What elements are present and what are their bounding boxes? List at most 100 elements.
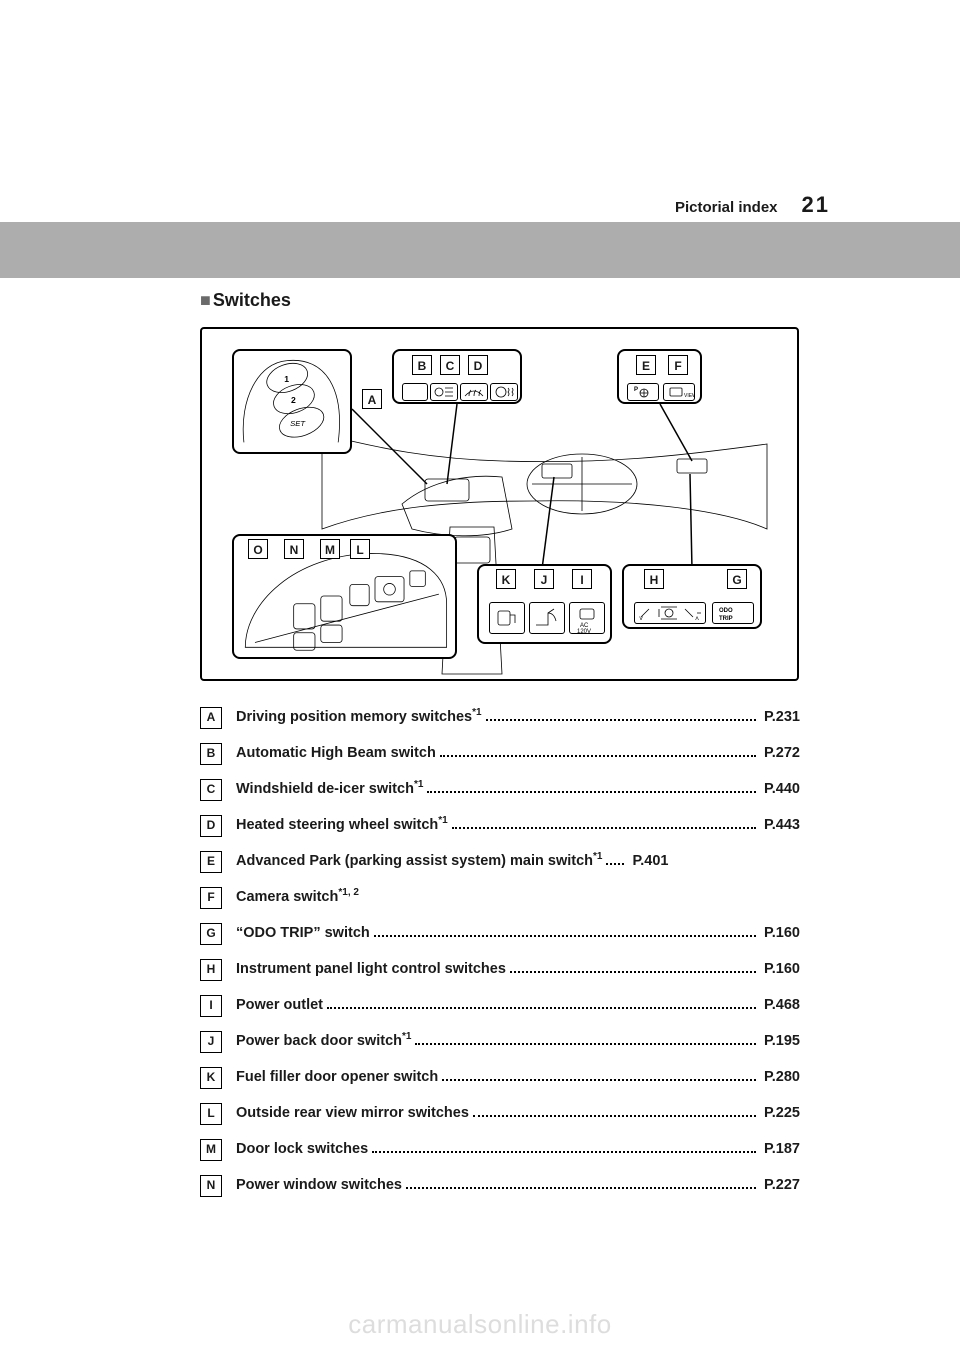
callout-letter-M: M <box>320 539 340 559</box>
row-text: Windshield de-icer switch*1 <box>236 779 423 798</box>
row-page: P.225 <box>764 1105 800 1122</box>
heated-wheel-icon <box>491 384 517 400</box>
deicer-icon <box>461 384 487 400</box>
callout-letter-J: J <box>534 569 554 589</box>
leader-dots <box>327 998 756 1009</box>
fuel-door-icon <box>490 603 524 633</box>
index-row-L: LOutside rear view mirror switchesP.225 <box>200 1103 800 1125</box>
row-letter: L <box>200 1103 222 1125</box>
row-text: Advanced Park (parking assist system) ma… <box>236 851 602 870</box>
ac-outlet-icon: AC120V <box>570 603 604 633</box>
callout-letter-F: F <box>668 355 688 375</box>
power-outlet-button: AC120V <box>569 602 605 634</box>
index-row-M: M Door lock switches P.187 <box>200 1139 800 1161</box>
leader-dots <box>415 1034 756 1045</box>
heated-wheel-button <box>490 383 518 401</box>
svg-text:˄: ˄ <box>695 616 699 623</box>
odo-trip-button: ODO TRIP <box>712 602 754 624</box>
index-row-D: DHeated steering wheel switch*1P.443 <box>200 815 800 837</box>
row-page: P.195 <box>764 1033 800 1050</box>
callout-letter-G: G <box>727 569 747 589</box>
svg-text:P: P <box>634 387 638 393</box>
camera-view-icon: VIEW <box>664 384 694 400</box>
page-header: Pictorial index 21 <box>675 192 830 218</box>
switches-index-list: A Driving position memory switches*1 P.231… <box>200 707 800 1197</box>
watermark: carmanualsonline.info <box>0 1309 960 1340</box>
row-page: P.401 <box>632 853 668 870</box>
row-letter: N <box>200 1175 222 1197</box>
callout-letter-I: I <box>572 569 592 589</box>
row-letter: J <box>200 1031 222 1053</box>
svg-text:ODO: ODO <box>719 608 733 614</box>
row-text: Camera switch*1, 2 <box>236 887 359 906</box>
fuel-door-button <box>489 602 525 634</box>
section-title: Pictorial index <box>675 199 778 216</box>
callout-letter-A: A <box>362 389 382 409</box>
row-letter: H <box>200 959 222 981</box>
blank-button <box>402 383 428 401</box>
advanced-park-button: P <box>627 383 659 401</box>
index-row-A: A Driving position memory switches*1 P.231 <box>200 707 800 729</box>
callout-letter-E: E <box>636 355 656 375</box>
heading-text: Switches <box>213 290 291 310</box>
svg-text:1: 1 <box>284 374 289 384</box>
switches-diagram: 1 2 SET P <box>200 327 799 681</box>
callout-letter-L: L <box>350 539 370 559</box>
row-letter: B <box>200 743 222 765</box>
svg-text:VIEW: VIEW <box>684 393 694 399</box>
power-back-door-button <box>529 602 565 634</box>
row-text: Instrument panel light control switches <box>236 961 506 978</box>
leader-dots <box>427 782 756 793</box>
page: Pictorial index 21 ■Switches <box>0 0 960 1358</box>
power-back-door-icon <box>530 603 564 633</box>
advanced-park-icon: P <box>628 384 658 400</box>
seat-memory-icon: 1 2 SET <box>234 351 350 452</box>
row-letter: A <box>200 707 222 729</box>
row-page: P.160 <box>764 925 800 942</box>
row-text: Power window switches <box>236 1177 402 1194</box>
svg-text:˅: ˅ <box>639 616 643 623</box>
callout-letter-D: D <box>468 355 488 375</box>
row-letter: C <box>200 779 222 801</box>
svg-text:SET: SET <box>290 419 306 428</box>
row-text: Fuel filler door opener switch <box>236 1069 438 1086</box>
index-row-F: F Camera switch*1, 2 <box>200 887 800 909</box>
row-text: Door lock switches <box>236 1141 368 1158</box>
row-letter: K <box>200 1067 222 1089</box>
svg-text:TRIP: TRIP <box>719 616 733 622</box>
leader-dots <box>510 962 756 973</box>
leader-dots <box>372 1142 756 1153</box>
leader-dots <box>406 1178 756 1189</box>
index-row-C: CWindshield de-icer switch*1P.440 <box>200 779 800 801</box>
leader-dots <box>374 926 756 937</box>
svg-text:2: 2 <box>291 395 296 405</box>
row-page: P.187 <box>764 1141 800 1158</box>
row-page: P.227 <box>764 1177 800 1194</box>
row-text: Driving position memory switches*1 <box>236 707 482 726</box>
row-text: Automatic High Beam switch <box>236 745 436 762</box>
leader-dots <box>606 854 624 865</box>
row-page: P.231 <box>764 709 800 726</box>
switches-heading: ■Switches <box>200 290 830 311</box>
row-page: P.443 <box>764 817 800 834</box>
index-row-H: H Instrument panel light control switches… <box>200 959 800 981</box>
callout-letter-N: N <box>284 539 304 559</box>
leader-dots <box>442 1070 756 1081</box>
odo-trip-icon: ODO TRIP <box>713 603 753 623</box>
leader-dots <box>363 892 375 901</box>
index-row-I: IPower outletP.468 <box>200 995 800 1017</box>
row-page: P.160 <box>764 961 800 978</box>
leader-dots <box>440 746 756 757</box>
content: ■Switches <box>200 290 830 1197</box>
high-beam-button <box>430 383 458 401</box>
panel-top-right: P VIEW <box>617 349 702 404</box>
deicer-button <box>460 383 488 401</box>
row-text: Power outlet <box>236 997 323 1014</box>
row-letter: F <box>200 887 222 909</box>
panel-seat-memory: 1 2 SET <box>232 349 352 454</box>
row-letter: M <box>200 1139 222 1161</box>
svg-text:120V: 120V <box>577 629 591 633</box>
row-text: Heated steering wheel switch*1 <box>236 815 448 834</box>
leader-dots <box>452 818 756 829</box>
page-number: 21 <box>802 192 830 218</box>
